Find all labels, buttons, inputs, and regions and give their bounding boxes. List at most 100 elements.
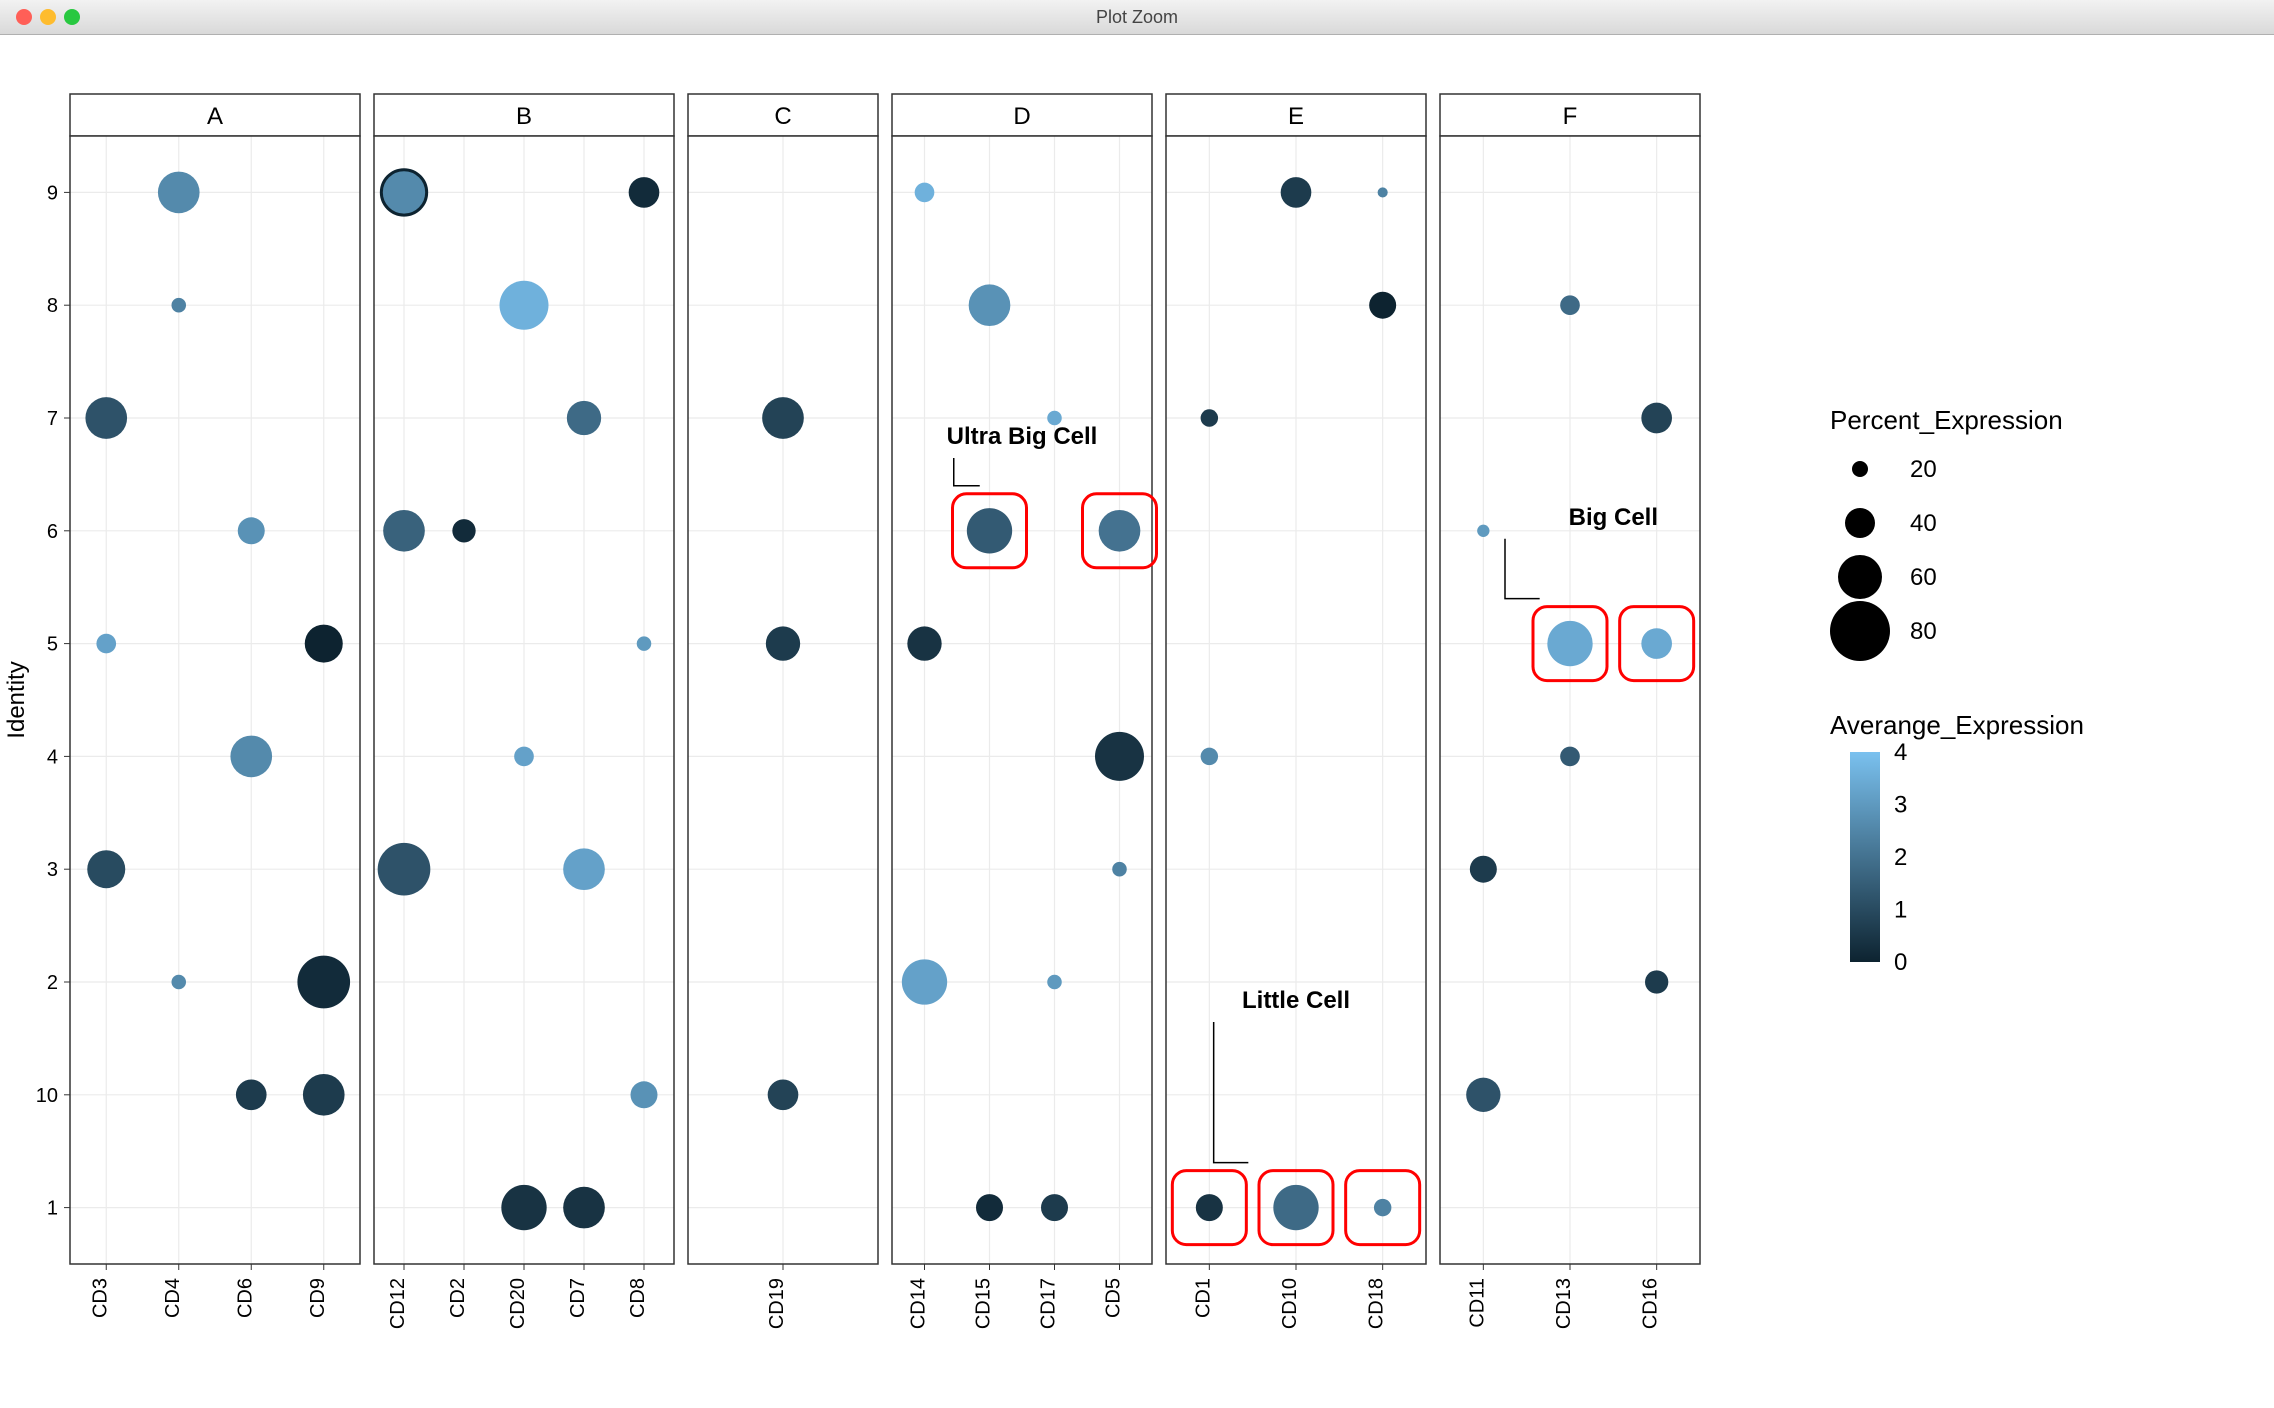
dot xyxy=(1196,1194,1223,1221)
facet-A: ACD3CD4CD6CD9 xyxy=(70,94,360,1318)
dot xyxy=(976,1194,1003,1221)
dot xyxy=(1547,621,1592,666)
dot xyxy=(297,956,350,1009)
dot xyxy=(85,397,127,439)
dot xyxy=(563,848,605,890)
legend-size-dot xyxy=(1845,508,1875,538)
dot xyxy=(171,298,186,313)
dot xyxy=(87,850,125,888)
titlebar-maximize-icon[interactable] xyxy=(64,9,80,25)
dot xyxy=(563,1187,605,1229)
x-tick-CD14: CD14 xyxy=(908,1278,930,1329)
window-titlebar[interactable]: Plot Zoom xyxy=(0,0,2274,35)
legend-size-dot xyxy=(1852,461,1868,477)
dot xyxy=(1466,1078,1500,1112)
dot xyxy=(631,1081,658,1108)
dot xyxy=(1374,1199,1391,1216)
x-tick-CD3: CD3 xyxy=(89,1278,111,1318)
x-tick-CD19: CD19 xyxy=(766,1278,788,1329)
facet-B: BCD12CD2CD20CD7CD8 xyxy=(374,94,674,1329)
x-tick-CD2: CD2 xyxy=(447,1278,469,1318)
x-tick-CD8: CD8 xyxy=(627,1278,649,1318)
x-tick-CD16: CD16 xyxy=(1640,1278,1662,1329)
dot xyxy=(1201,748,1218,765)
legend-size-label: 20 xyxy=(1910,456,1937,483)
x-tick-CD12: CD12 xyxy=(387,1278,409,1329)
dot xyxy=(907,626,941,660)
y-tick-4: 4 xyxy=(47,746,58,768)
dot xyxy=(768,1079,799,1110)
facet-D: D CD14 CD15 CD17 CD5 xyxy=(892,94,1152,1329)
dot xyxy=(514,747,534,767)
dot xyxy=(1369,292,1396,319)
dot xyxy=(1560,295,1580,315)
x-tick-CD18: CD18 xyxy=(1366,1278,1388,1329)
legend-color-tick: 2 xyxy=(1894,844,1907,871)
dot xyxy=(969,284,1011,326)
x-tick-CD6: CD6 xyxy=(234,1278,256,1318)
y-tick-1: 1 xyxy=(47,1198,58,1220)
facet-label-E: E xyxy=(1288,103,1304,130)
annotation-label: Ultra Big Cell xyxy=(947,423,1098,450)
annotation-label: Little Cell xyxy=(1242,987,1350,1014)
dot xyxy=(383,510,425,552)
window-root: Plot Zoom IdentityACD3CD4CD6CD9BCD12CD2C… xyxy=(0,0,2274,1408)
dot xyxy=(762,397,804,439)
dot xyxy=(381,170,426,215)
dot xyxy=(637,636,652,651)
window-title: Plot Zoom xyxy=(1096,7,1178,27)
y-tick-9: 9 xyxy=(47,182,58,204)
dot xyxy=(967,508,1012,553)
x-tick-CD17: CD17 xyxy=(1038,1278,1060,1329)
titlebar-minimize-icon[interactable] xyxy=(40,9,56,25)
dot xyxy=(1099,510,1141,552)
legend-color-tick: 0 xyxy=(1894,949,1907,976)
x-tick-CD10: CD10 xyxy=(1279,1278,1301,1329)
dot xyxy=(1641,628,1672,659)
legend-size-title: Percent_Expression xyxy=(1830,405,2063,435)
dot xyxy=(303,1074,345,1116)
dot xyxy=(171,975,186,990)
dot xyxy=(230,736,272,778)
legend-color-tick: 1 xyxy=(1894,897,1907,924)
facet-F: FCD11CD13CD16 xyxy=(1440,94,1700,1329)
x-tick-CD5: CD5 xyxy=(1103,1278,1125,1318)
dot xyxy=(1281,177,1312,208)
dot xyxy=(1477,525,1489,537)
facet-label-B: B xyxy=(516,103,532,130)
facet-label-A: A xyxy=(207,103,223,130)
dot xyxy=(1095,732,1144,781)
legend-color-title: Averange_Expression xyxy=(1830,710,2084,740)
legend-size-label: 80 xyxy=(1910,618,1937,645)
y-axis-label: Identity xyxy=(3,661,30,738)
dot xyxy=(915,183,935,203)
dot xyxy=(158,172,200,214)
legend-size-dot xyxy=(1838,555,1882,599)
y-tick-10: 10 xyxy=(36,1085,58,1107)
annotation-label: Big Cell xyxy=(1569,504,1658,531)
y-tick-6: 6 xyxy=(47,521,58,543)
legend-size-dot xyxy=(1830,601,1890,661)
facet-label-F: F xyxy=(1563,103,1578,130)
x-tick-CD15: CD15 xyxy=(973,1278,995,1329)
dot xyxy=(96,634,116,654)
dot xyxy=(1112,862,1127,877)
dot xyxy=(236,1079,267,1110)
dot xyxy=(1273,1185,1318,1230)
dot xyxy=(1041,1194,1068,1221)
dot xyxy=(766,626,800,660)
dot xyxy=(500,281,549,330)
dot xyxy=(1047,975,1062,990)
dot xyxy=(501,1185,546,1230)
dot xyxy=(1645,970,1668,993)
facet-C: C CD19 xyxy=(688,94,878,1329)
dot xyxy=(1560,747,1580,767)
facet-E: ECD1CD10CD18 xyxy=(1166,94,1426,1329)
facet-label-C: C xyxy=(774,103,791,130)
legend-color-tick: 4 xyxy=(1894,739,1907,766)
titlebar-close-icon[interactable] xyxy=(16,9,32,25)
facet-label-D: D xyxy=(1013,103,1030,130)
y-tick-7: 7 xyxy=(47,408,58,430)
x-tick-CD11: CD11 xyxy=(1466,1278,1488,1328)
dot xyxy=(452,519,475,542)
